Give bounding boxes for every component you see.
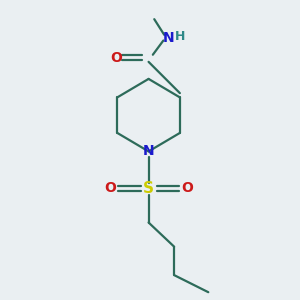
Text: H: H — [175, 30, 186, 43]
Text: O: O — [104, 182, 116, 195]
Text: N: N — [143, 144, 154, 158]
Text: S: S — [143, 181, 154, 196]
Text: N: N — [163, 31, 174, 45]
Text: O: O — [110, 51, 122, 64]
Text: O: O — [181, 182, 193, 195]
